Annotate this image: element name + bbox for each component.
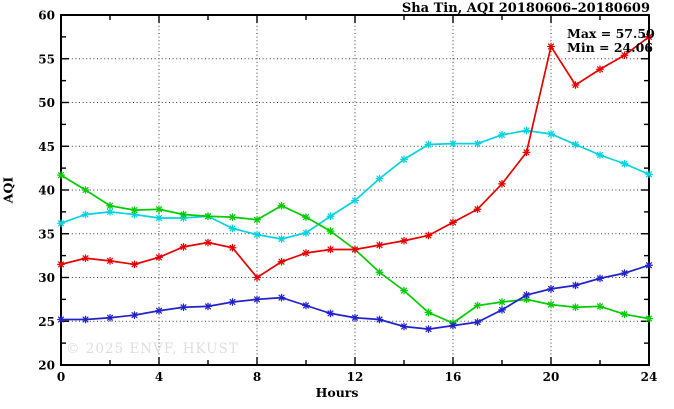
y-tick-label: 30 [38, 271, 55, 285]
y-tick-label: 40 [38, 184, 55, 198]
x-tick-label: 0 [57, 370, 65, 384]
series-blue-markers [57, 261, 653, 334]
y-tick-label: 45 [38, 140, 55, 154]
y-tick-label: 35 [38, 227, 55, 241]
series-blue [57, 261, 653, 334]
x-tick-label: 12 [347, 370, 364, 384]
x-axis-title: Hours [315, 385, 359, 400]
x-tick-label: 20 [543, 370, 560, 384]
y-tick-label: 55 [38, 52, 55, 66]
y-tick-label: 20 [38, 359, 55, 373]
series-red-markers [57, 32, 653, 282]
legend-annotation: Max = 57.50 Min = 24.06 [567, 27, 655, 54]
chart-title: Sha Tin, AQI 20180606–20180609 [401, 1, 650, 16]
y-tick-label: 60 [38, 9, 55, 23]
x-tick-labels: 0 4 8 12 16 20 24 [57, 370, 658, 384]
y-tick-label: 25 [38, 315, 55, 329]
x-tick-label: 4 [155, 370, 163, 384]
y-tick-label: 50 [38, 96, 55, 110]
axis-ticks [60, 14, 650, 366]
legend-min-value: Min = 24.06 [567, 39, 653, 55]
gridlines [61, 15, 649, 365]
series-red [57, 32, 653, 282]
x-tick-label: 8 [253, 370, 261, 384]
x-tick-label: 16 [445, 370, 462, 384]
x-tick-label: 24 [641, 370, 658, 384]
y-tick-labels: 20 25 30 35 40 45 50 55 60 [38, 9, 55, 373]
legend-max-value: Max = 57.50 [567, 26, 655, 41]
y-axis-title: AQI [0, 176, 16, 204]
watermark: © 2025 ENVF, HKUST [66, 341, 239, 357]
